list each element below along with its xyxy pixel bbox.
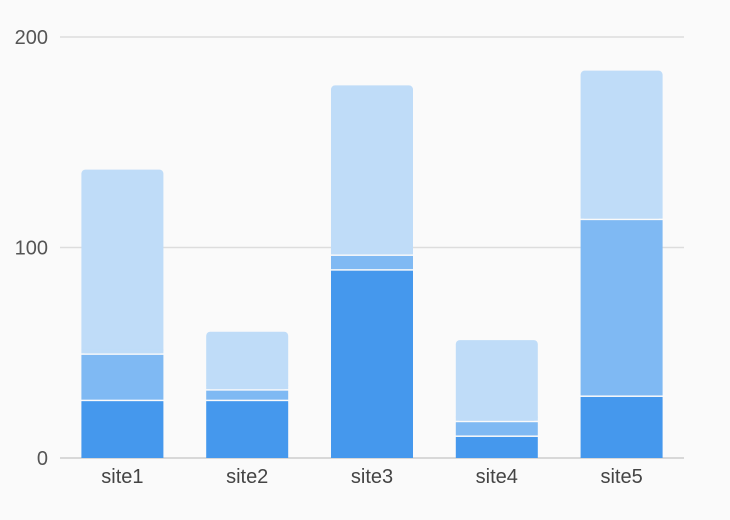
x-category-label: site3 bbox=[351, 466, 393, 488]
y-tick-label: 200 bbox=[15, 27, 48, 49]
bar-site3-segment-3 bbox=[331, 85, 413, 255]
bar-site4-segment-3 bbox=[455, 340, 538, 421]
y-tick-label: 0 bbox=[37, 448, 48, 470]
bar-site4-segment-2 bbox=[455, 422, 538, 436]
bars bbox=[81, 70, 663, 458]
x-category-label: site5 bbox=[600, 466, 642, 488]
bar-site3-segment-3-base bbox=[331, 250, 413, 255]
bar-site2-segment-2 bbox=[206, 390, 289, 400]
bar-site5-segment-3 bbox=[580, 70, 663, 219]
y-tick-label: 100 bbox=[15, 238, 48, 260]
bar-site1-segment-1 bbox=[81, 401, 164, 458]
x-category-label: site2 bbox=[226, 466, 268, 488]
bar-site5-segment-2 bbox=[580, 220, 663, 396]
bar-site1-segment-3 bbox=[81, 169, 164, 354]
x-category-label: site4 bbox=[476, 466, 518, 488]
bar-site5-segment-1 bbox=[580, 396, 663, 458]
axis-labels: 0 100 200 site1 site2 site3 site4 site5 bbox=[15, 27, 643, 488]
bar-site5-segment-3-base bbox=[580, 214, 663, 219]
x-category-label: site1 bbox=[101, 466, 143, 488]
bar-site2-segment-3-base bbox=[206, 385, 289, 390]
bar-site1-segment-3-base bbox=[81, 349, 164, 354]
bar-site4-segment-3-base bbox=[455, 416, 538, 421]
bar-site4-segment-1 bbox=[455, 436, 538, 458]
bar-site1-segment-2 bbox=[81, 354, 164, 400]
bar-site2-segment-1 bbox=[206, 401, 289, 458]
bar-site3-segment-2 bbox=[331, 255, 413, 270]
bar-site2-segment-3 bbox=[206, 331, 289, 390]
bar-site3-segment-1 bbox=[331, 270, 413, 458]
